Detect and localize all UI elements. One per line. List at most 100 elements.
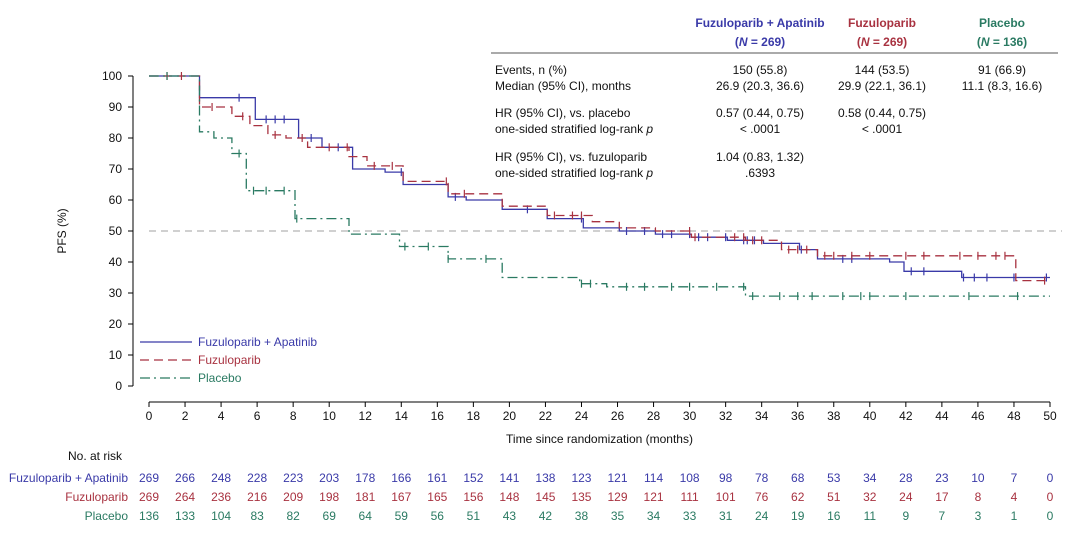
at-risk-value: 9 <box>902 509 909 523</box>
at-risk-value: 129 <box>608 490 628 504</box>
at-risk-value: 121 <box>608 471 628 485</box>
x-tick-label: 20 <box>503 409 517 423</box>
at-risk-value: 0 <box>1047 509 1054 523</box>
x-tick-label: 6 <box>254 409 261 423</box>
at-risk-value: 104 <box>211 509 231 523</box>
at-risk-value: 156 <box>463 490 483 504</box>
y-tick-label: 0 <box>115 379 122 393</box>
stats-column-n: (N = 269) <box>857 35 907 49</box>
at-risk-value: 10 <box>971 471 985 485</box>
stats-column-title: Placebo <box>979 16 1025 30</box>
x-tick-label: 14 <box>395 409 409 423</box>
at-risk-row-label: Fuzuloparib <box>65 490 128 504</box>
series-layer <box>149 72 1050 301</box>
y-tick-label: 30 <box>109 286 123 300</box>
stats-cell: 29.9 (22.1, 36.1) <box>838 79 926 93</box>
y-axis-label: PFS (%) <box>55 208 69 253</box>
x-tick-label: 48 <box>1007 409 1021 423</box>
legend-label-3: Placebo <box>198 371 242 385</box>
at-risk-value: 28 <box>899 471 913 485</box>
stats-cell: < .0001 <box>862 122 903 136</box>
at-risk-value: 32 <box>863 490 877 504</box>
at-risk-value: 228 <box>247 471 267 485</box>
x-tick-label: 24 <box>575 409 589 423</box>
x-tick-label: 4 <box>218 409 225 423</box>
stats-cell: 150 (55.8) <box>733 63 788 77</box>
at-risk-value: 178 <box>355 471 375 485</box>
y-tick-label: 10 <box>109 348 123 362</box>
at-risk-value: 133 <box>175 509 195 523</box>
stats-row-label: HR (95% CI), vs. fuzuloparib <box>495 150 647 164</box>
at-risk-value: 209 <box>283 490 303 504</box>
at-risk-value: 145 <box>535 490 555 504</box>
stats-column-n: (N = 136) <box>977 35 1027 49</box>
x-tick-label: 2 <box>182 409 189 423</box>
x-tick-label: 38 <box>827 409 841 423</box>
at-risk-value: 1 <box>1011 509 1018 523</box>
stats-column-title: Fuzuloparib + Apatinib <box>695 16 824 30</box>
axes: PFS (%) Time since randomization (months… <box>55 69 1057 446</box>
stats-cell: 1.04 (0.83, 1.32) <box>716 150 804 164</box>
at-risk-value: 181 <box>355 490 375 504</box>
at-risk-row-label: Fuzuloparib + Apatinib <box>9 471 128 485</box>
stats-cell: 0.58 (0.44, 0.75) <box>838 106 926 120</box>
x-tick-label: 18 <box>467 409 481 423</box>
x-tick-label: 28 <box>647 409 661 423</box>
at-risk-value: 165 <box>427 490 447 504</box>
x-tick-label: 26 <box>611 409 625 423</box>
at-risk-value: 166 <box>391 471 411 485</box>
stats-cell: .6393 <box>745 166 775 180</box>
at-risk-value: 83 <box>250 509 264 523</box>
legend: Fuzuloparib + Apatinib Fuzuloparib Placebo <box>140 335 317 385</box>
at-risk-value: 16 <box>827 509 841 523</box>
at-risk-value: 38 <box>575 509 589 523</box>
at-risk-value: 269 <box>139 490 159 504</box>
at-risk-value: 248 <box>211 471 231 485</box>
at-risk-value: 8 <box>975 490 982 504</box>
at-risk-value: 161 <box>427 471 447 485</box>
stats-cell: 26.9 (20.3, 36.6) <box>716 79 804 93</box>
series-line-3 <box>149 75 1050 297</box>
at-risk-value: 123 <box>571 471 591 485</box>
stats-column-title: Fuzuloparib <box>848 16 916 30</box>
at-risk-value: 114 <box>644 471 663 485</box>
at-risk-value: 111 <box>680 490 699 504</box>
at-risk-value: 223 <box>283 471 303 485</box>
y-tick-label: 70 <box>109 162 123 176</box>
at-risk-value: 0 <box>1047 490 1054 504</box>
x-tick-label: 16 <box>431 409 445 423</box>
y-tick-label: 100 <box>102 69 122 83</box>
x-tick-label: 22 <box>539 409 553 423</box>
y-tick-label: 80 <box>109 131 123 145</box>
at-risk-value: 148 <box>499 490 519 504</box>
x-tick-label: 46 <box>971 409 985 423</box>
at-risk-value: 78 <box>755 471 769 485</box>
at-risk-value: 42 <box>539 509 553 523</box>
y-tick-label: 20 <box>109 317 123 331</box>
at-risk-value: 264 <box>175 490 195 504</box>
at-risk-value: 76 <box>755 490 769 504</box>
at-risk-value: 62 <box>791 490 805 504</box>
at-risk-table: No. at risk Fuzuloparib + Apatinib 269 266… <box>9 449 1054 523</box>
at-risk-value: 51 <box>467 509 481 523</box>
stats-row-label: Events, n (%) <box>495 63 567 77</box>
x-tick-label: 0 <box>146 409 153 423</box>
at-risk-value: 68 <box>791 471 805 485</box>
at-risk-value: 53 <box>827 471 841 485</box>
x-tick-label: 12 <box>359 409 373 423</box>
legend-label-1: Fuzuloparib + Apatinib <box>198 335 317 349</box>
stats-cell: 11.1 (8.3, 16.6) <box>962 79 1043 93</box>
x-tick-label: 40 <box>863 409 877 423</box>
stats-table: Fuzuloparib + Apatinib (N = 269) Fuzulopar… <box>491 16 1058 180</box>
at-risk-value: 35 <box>611 509 625 523</box>
x-tick-label: 10 <box>323 409 337 423</box>
y-tick-label: 50 <box>109 224 123 238</box>
at-risk-value: 136 <box>139 509 159 523</box>
at-risk-value: 135 <box>571 490 591 504</box>
at-risk-value: 69 <box>323 509 337 523</box>
series-line-2 <box>149 75 1050 282</box>
at-risk-value: 7 <box>939 509 946 523</box>
at-risk-value: 98 <box>719 471 733 485</box>
at-risk-value: 34 <box>647 509 661 523</box>
x-tick-label: 36 <box>791 409 805 423</box>
